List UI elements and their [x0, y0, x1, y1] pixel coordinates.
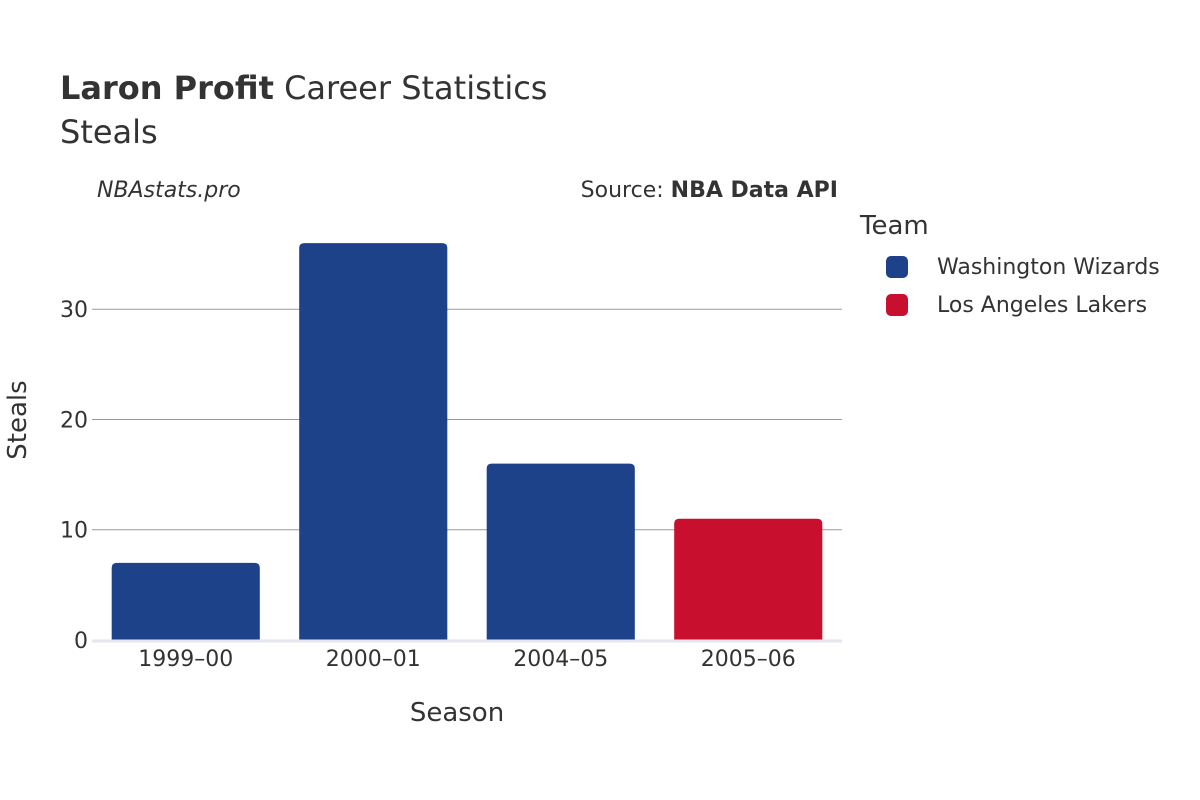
x-tick-label: 1999–00: [138, 647, 233, 672]
legend-label: Los Angeles Lakers: [937, 292, 1148, 318]
legend-item-washington-wizards[interactable]: Washington Wizards: [860, 248, 1160, 286]
source-name: NBA Data API: [670, 178, 838, 203]
y-axis-label: Steals: [3, 380, 33, 459]
bar[interactable]: [674, 518, 823, 640]
legend-swatch: [886, 294, 908, 316]
source-credit: Source: NBA Data API: [581, 178, 838, 203]
x-tick-label: 2004–05: [513, 647, 608, 672]
x-tick-label: 2005–06: [701, 647, 796, 672]
bar[interactable]: [299, 243, 448, 641]
y-tick-label: 10: [60, 519, 88, 544]
watermark: NBAstats.pro: [97, 178, 241, 203]
legend-item-los-angeles-lakers[interactable]: Los Angeles Lakers: [860, 286, 1160, 324]
legend-swatch: [886, 256, 908, 278]
x-tick-label: 2000–01: [326, 647, 421, 672]
x-axis-label: Season: [410, 698, 504, 728]
legend: Team Washington Wizards Los Angeles Lake…: [860, 208, 1160, 324]
y-tick-label: 30: [60, 298, 88, 323]
player-name: Laron Profit: [60, 69, 274, 107]
chart-subtitle: Steals: [60, 113, 158, 151]
y-tick-label: 0: [74, 629, 88, 654]
bar[interactable]: [486, 463, 635, 640]
source-prefix: Source:: [580, 178, 664, 203]
legend-label: Washington Wizards: [937, 254, 1160, 280]
legend-title: Team: [860, 211, 929, 241]
title-rest: Career Statistics: [284, 69, 548, 107]
bar[interactable]: [111, 562, 260, 640]
y-tick-label: 20: [60, 408, 88, 433]
chart-title: Laron Profit Career Statistics: [60, 68, 547, 108]
